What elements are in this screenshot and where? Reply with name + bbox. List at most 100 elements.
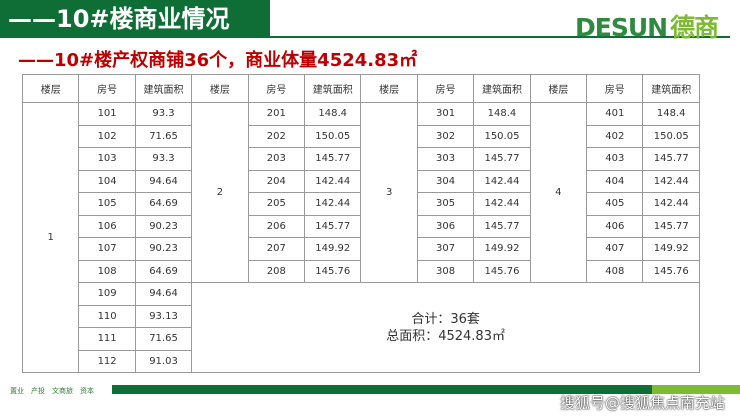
- floor-cell: 4: [529, 102, 588, 283]
- area-cell: 142.44: [304, 192, 362, 216]
- table-row: 110 93.13: [23, 304, 700, 328]
- column-header: 建筑面积: [304, 74, 362, 103]
- room-cell: 103: [78, 147, 136, 171]
- floor-cell: 2: [191, 102, 249, 283]
- column-header: 楼层: [360, 74, 418, 103]
- room-cell: 305: [416, 192, 475, 216]
- area-cell: 148.4: [642, 102, 700, 126]
- footer-bar-accent: [652, 385, 740, 394]
- area-cell: 94.64: [134, 282, 193, 306]
- floor-cell: 1: [21, 102, 80, 373]
- room-cell: 111: [78, 327, 136, 351]
- room-cell: 206: [247, 214, 306, 238]
- area-cell: 149.92: [304, 237, 362, 261]
- room-cell: 408: [586, 259, 644, 283]
- column-header: 楼层: [21, 74, 80, 103]
- area-cell: 148.4: [473, 102, 531, 126]
- column-header: 房号: [247, 74, 306, 103]
- area-cell: 145.76: [304, 259, 362, 283]
- room-cell: 302: [416, 124, 475, 148]
- header-divider: [270, 36, 730, 38]
- room-cell: 407: [586, 237, 644, 261]
- table-row: 111 71.65: [23, 327, 700, 351]
- column-header: 房号: [78, 74, 136, 103]
- room-cell: 101: [78, 102, 136, 126]
- room-cell: 308: [416, 259, 475, 283]
- room-cell: 204: [247, 169, 306, 193]
- area-cell: 148.4: [304, 102, 362, 126]
- room-cell: 301: [416, 102, 475, 126]
- table-row: 112 91.03: [23, 349, 700, 373]
- table-row: 105 64.69 205 142.44 305 142.44 405 142.44: [23, 192, 700, 216]
- room-cell: 203: [247, 147, 306, 171]
- area-cell: 149.92: [642, 237, 700, 261]
- room-cell: 405: [586, 192, 644, 216]
- area-cell: 150.05: [473, 124, 531, 148]
- room-cell: 401: [586, 102, 644, 126]
- column-header: 建筑面积: [642, 74, 700, 103]
- area-cell: 145.77: [642, 214, 700, 238]
- area-cell: 145.77: [473, 214, 531, 238]
- area-cell: 145.77: [304, 214, 362, 238]
- area-cell: 90.23: [134, 214, 193, 238]
- desun-logo: DESUN 德商: [575, 13, 719, 42]
- area-cell: 93.13: [134, 304, 193, 328]
- room-cell: 406: [586, 214, 644, 238]
- area-cell: 71.65: [134, 327, 193, 351]
- room-cell: 202: [247, 124, 306, 148]
- column-header: 建筑面积: [134, 74, 193, 103]
- room-cell: 307: [416, 237, 475, 261]
- room-cell: 402: [586, 124, 644, 148]
- room-cell: 201: [247, 102, 306, 126]
- area-cell: 93.3: [134, 102, 193, 126]
- column-header: 楼层: [191, 74, 249, 103]
- room-cell: 304: [416, 169, 475, 193]
- units-table: 楼层 房号 建筑面积 楼层 房号 建筑面积 楼层 房号 建筑面积 楼层 房号 建筑面积 1 101 93.3…: [21, 74, 700, 373]
- footer-bar: [112, 385, 652, 394]
- totals-cell: 合计：36套 总面积：4524.83㎡: [191, 282, 700, 373]
- room-cell: 104: [78, 169, 136, 193]
- room-cell: 106: [78, 214, 136, 238]
- area-cell: 149.92: [473, 237, 531, 261]
- room-cell: 207: [247, 237, 306, 261]
- area-cell: 71.65: [134, 124, 193, 148]
- total-count: 合计：36套: [411, 311, 480, 327]
- area-cell: 142.44: [304, 169, 362, 193]
- room-cell: 107: [78, 237, 136, 261]
- room-cell: 102: [78, 124, 136, 148]
- area-cell: 90.23: [134, 237, 193, 261]
- room-cell: 404: [586, 169, 644, 193]
- column-header: 房号: [416, 74, 475, 103]
- table-row: 106 90.23 206 145.77 306 145.77 406 145.77: [23, 214, 700, 238]
- table-row: 109 94.64 合计：36套 总面积：4524.83㎡: [23, 282, 700, 373]
- room-cell: 109: [78, 282, 136, 306]
- room-cell: 205: [247, 192, 306, 216]
- area-cell: 145.76: [473, 259, 531, 283]
- subtitle: ——10#楼产权商铺36个，商业体量4524.83㎡: [18, 50, 418, 71]
- area-cell: 64.69: [134, 259, 193, 283]
- table-row: 1 101 93.3 2 201 148.4 3 301 148.4 4 401 148.4: [21, 102, 700, 373]
- table-row: 103 93.3 203 145.77 303 145.77 403 145.77: [23, 147, 700, 171]
- floor-cell: 3: [360, 102, 418, 283]
- room-cell: 403: [586, 147, 644, 171]
- table-row: 102 71.65 202 150.05 302 150.05 402 150.05: [23, 124, 700, 148]
- area-cell: 150.05: [304, 124, 362, 148]
- table-row: 104 94.64 204 142.44 304 142.44 404 142.44: [23, 169, 700, 193]
- page-title: ——10#楼商业情况: [0, 0, 270, 38]
- area-cell: 145.77: [642, 147, 700, 171]
- area-cell: 142.44: [642, 192, 700, 216]
- footer-tags: 置业 产投 文商旅 资本: [10, 387, 94, 395]
- area-cell: 145.77: [473, 147, 531, 171]
- area-cell: 142.44: [473, 169, 531, 193]
- room-cell: 303: [416, 147, 475, 171]
- column-header: 建筑面积: [473, 74, 531, 103]
- room-cell: 110: [78, 304, 136, 328]
- room-cell: 105: [78, 192, 136, 216]
- area-cell: 145.76: [642, 259, 700, 283]
- area-cell: 93.3: [134, 147, 193, 171]
- total-area: 总面积：4524.83㎡: [386, 328, 505, 344]
- area-cell: 142.44: [642, 169, 700, 193]
- room-cell: 108: [78, 259, 136, 283]
- column-header: 房号: [586, 74, 644, 103]
- room-cell: 208: [247, 259, 306, 283]
